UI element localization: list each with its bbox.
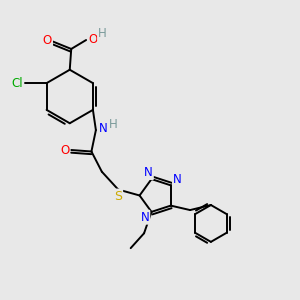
Text: S: S bbox=[114, 190, 122, 202]
Text: N: N bbox=[144, 166, 153, 179]
Text: O: O bbox=[60, 143, 69, 157]
Text: N: N bbox=[99, 122, 108, 135]
Text: N: N bbox=[141, 211, 149, 224]
Text: N: N bbox=[173, 173, 182, 187]
Text: Cl: Cl bbox=[11, 76, 23, 90]
Text: H: H bbox=[98, 27, 107, 40]
Text: O: O bbox=[88, 33, 97, 46]
Text: H: H bbox=[109, 118, 118, 131]
Text: O: O bbox=[43, 34, 52, 46]
